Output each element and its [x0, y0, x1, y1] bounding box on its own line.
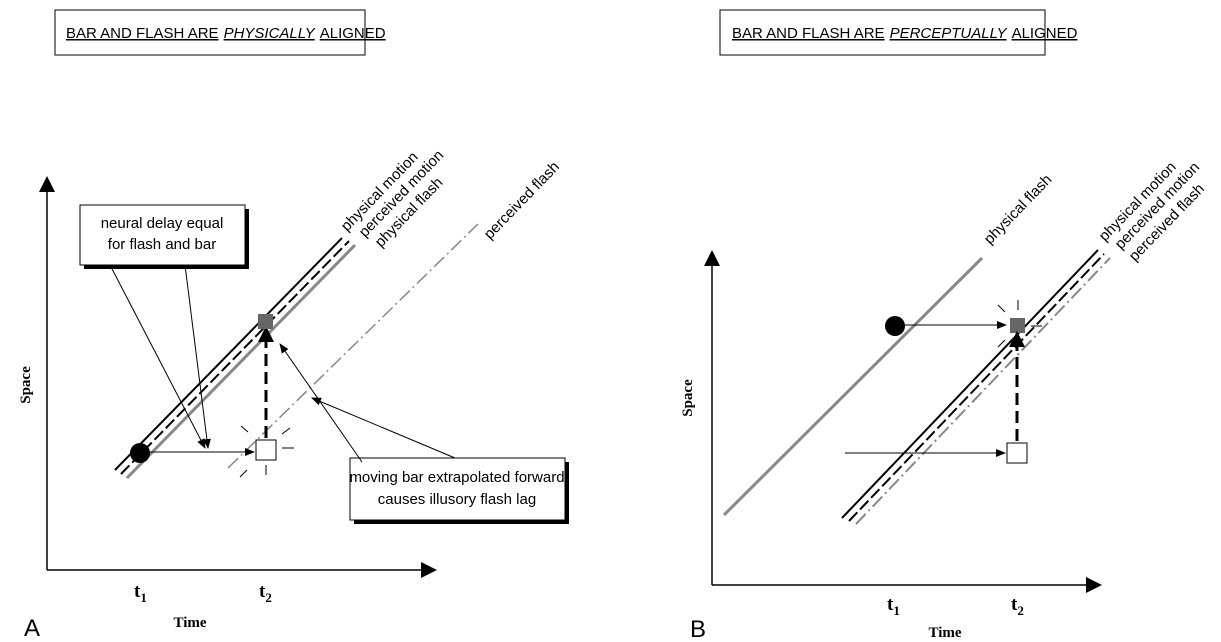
perceived-flash-square — [1010, 318, 1025, 333]
x-tick-label: t1 — [887, 594, 900, 618]
flash-square — [1006, 442, 1028, 464]
x-axis-label: Time — [928, 625, 961, 641]
panel-label: B — [690, 616, 706, 642]
physical-flash-line — [722, 256, 984, 517]
perceived-motion-line — [848, 253, 1105, 522]
line-label: perceived flash — [481, 158, 563, 242]
line-label: physical flash — [981, 171, 1056, 248]
x-tick-label: t2 — [1011, 594, 1024, 618]
panel-title: BAR AND FLASH ARE PERCEPTUALLY ALIGNED — [732, 25, 1078, 42]
y-axis-label: Space — [18, 366, 34, 404]
perceived-motion-line — [120, 240, 350, 475]
physical-motion-line — [841, 249, 1099, 519]
bar-dot — [130, 443, 150, 463]
physical-flash-line — [125, 243, 357, 480]
pointer — [109, 264, 206, 449]
callout-box — [79, 204, 246, 266]
physical-motion-line — [114, 237, 343, 471]
callout-box — [349, 457, 566, 521]
flash-rays — [997, 300, 1042, 348]
callout-text: causes illusory flash lag — [378, 491, 536, 508]
title-box — [54, 9, 366, 56]
text: t — [887, 594, 894, 615]
perceived-flash-line — [855, 257, 1111, 525]
text: t — [134, 581, 141, 602]
title-text: ALIGNED — [1012, 25, 1078, 42]
title-text: ALIGNED — [320, 25, 386, 42]
perceived-flash-line — [227, 223, 479, 469]
flash-rays — [239, 425, 294, 478]
text: t — [259, 581, 266, 602]
bar-dot — [885, 316, 905, 336]
text: 1 — [893, 603, 900, 618]
panel-b: BAR AND FLASH ARE PERCEPTUALLY ALIGNED phy… — [680, 9, 1208, 642]
perceived-flash-square — [258, 314, 273, 329]
flash-square — [255, 439, 277, 461]
title-emphasis: PERCEPTUALLY — [890, 25, 1008, 42]
x-tick-label: t2 — [259, 581, 272, 605]
x-tick-label: t1 — [134, 581, 147, 605]
y-axis-label: Space — [680, 379, 696, 417]
panel-label: A — [24, 615, 40, 642]
callout-text: for flash and bar — [108, 236, 216, 253]
pointer — [279, 343, 363, 463]
x-axis-label: Time — [173, 615, 206, 631]
panel-title: BAR AND FLASH ARE PHYSICALLY ALIGNED — [66, 25, 386, 42]
text: 2 — [1017, 603, 1024, 618]
panel-a: BAR AND FLASH ARE PHYSICALLY ALIGNED physi… — [18, 9, 569, 642]
text: 2 — [265, 590, 272, 605]
title-emphasis: PHYSICALLY — [224, 25, 316, 42]
callout-text: neural delay equal — [101, 215, 224, 232]
title-box — [719, 9, 1046, 56]
text: t — [1011, 594, 1018, 615]
title-text: BAR AND FLASH ARE — [66, 25, 219, 42]
callout-text: moving bar extrapolated forward — [349, 469, 564, 486]
title-text: BAR AND FLASH ARE — [732, 25, 885, 42]
pointer — [311, 397, 456, 459]
pointer — [184, 264, 211, 449]
text: 1 — [140, 590, 147, 605]
